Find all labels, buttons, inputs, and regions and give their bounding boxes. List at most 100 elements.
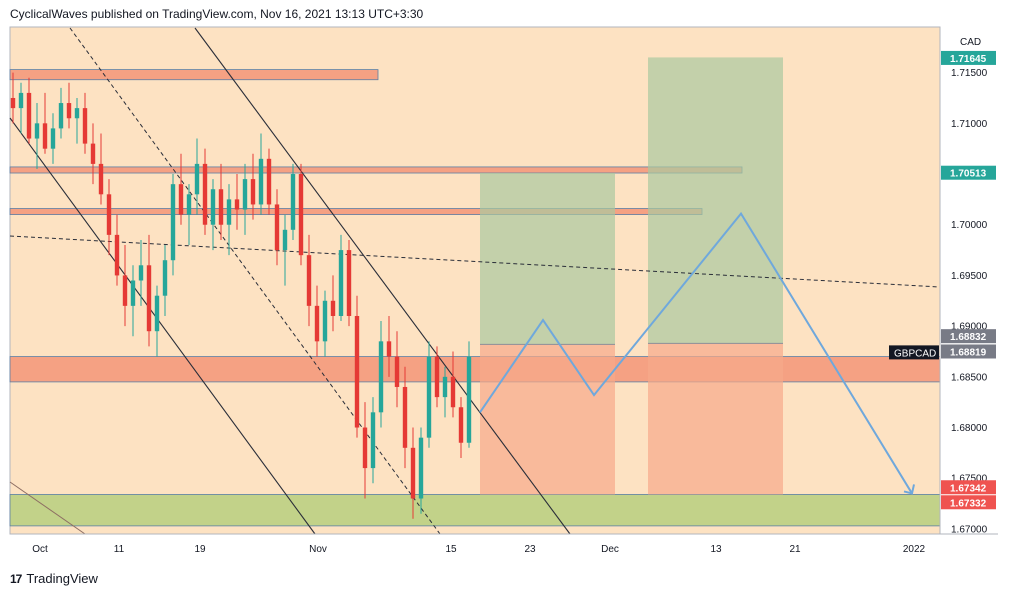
candle-body [170, 184, 176, 261]
brand-name: TradingView [26, 571, 98, 586]
candle-body [226, 199, 232, 225]
candle [146, 234, 152, 347]
zone-support [9, 494, 941, 527]
candle [162, 245, 168, 316]
candle [138, 239, 144, 306]
candle [74, 97, 80, 144]
candle [210, 179, 216, 251]
x-tick-label: 13 [710, 544, 722, 555]
candle [242, 163, 248, 235]
candle [402, 366, 408, 469]
candle-body [378, 341, 384, 413]
candle-body [410, 447, 416, 499]
y-tick-label: 1.68000 [951, 423, 988, 434]
price-label-text: 1.71645 [950, 54, 987, 65]
y-tick-label: 1.71500 [951, 68, 988, 79]
symbol-tag-text: GBPCAD [894, 348, 936, 359]
y-tick-label: 1.71000 [951, 119, 988, 130]
candle [354, 295, 360, 438]
y-tick-label: 1.69000 [951, 322, 988, 333]
projection-path [479, 211, 913, 494]
candle [82, 92, 88, 154]
candle-body [178, 184, 184, 215]
position-stop-zone [648, 343, 783, 495]
price-label-stop [941, 480, 996, 495]
position-target-zone [480, 173, 615, 345]
candle-body [418, 437, 424, 499]
candle-body [394, 356, 400, 387]
candle-body [370, 412, 376, 469]
candle [338, 234, 344, 322]
candle-body [442, 376, 448, 398]
candle-body [194, 163, 200, 195]
candle [186, 184, 192, 246]
candle [298, 163, 304, 266]
footer-brand[interactable]: 17 TradingView [10, 571, 98, 586]
candle [282, 214, 288, 286]
position-target-zone [648, 57, 783, 344]
ray-line [9, 481, 86, 535]
candle-body [290, 174, 296, 230]
y-tick-label: 1.70000 [951, 220, 988, 231]
zone-pivot [9, 356, 941, 383]
candle-body [138, 265, 144, 281]
candle-body [234, 199, 240, 210]
candle-body [250, 179, 256, 205]
candle [154, 285, 160, 357]
candle-body [146, 265, 152, 332]
candle-body [354, 315, 360, 428]
candle-body [130, 280, 136, 306]
y-tick-label: 1.68500 [951, 372, 988, 383]
candle-body [18, 92, 24, 109]
candle [266, 148, 272, 215]
candle [322, 290, 328, 357]
candle-body [218, 189, 224, 225]
candle-body [210, 189, 216, 225]
price-chart[interactable]: 1.715001.710001.705001.700001.695001.690… [0, 0, 1009, 565]
candle-body [98, 163, 104, 195]
candle [274, 189, 280, 266]
x-tick-label: Dec [601, 544, 619, 555]
candle-body [466, 356, 472, 443]
candle-body [122, 275, 128, 306]
candle-body [346, 250, 352, 316]
candle-body [114, 234, 120, 276]
price-axis-background [940, 27, 998, 534]
candle [394, 331, 400, 408]
projection-arrowhead [903, 484, 915, 495]
price-label-text: 1.68819 [950, 347, 987, 358]
x-tick-label: 21 [789, 544, 801, 555]
candle [362, 402, 368, 499]
price-label-text: 1.68832 [950, 332, 987, 343]
candle-body [322, 300, 328, 342]
x-tick-label: 15 [445, 544, 457, 555]
price-label-target [941, 165, 996, 180]
channel-upper-line [194, 27, 571, 535]
candle-body [402, 386, 408, 448]
zone-resistance [9, 69, 379, 81]
candle [466, 341, 472, 448]
candle-body [330, 300, 336, 316]
candle [226, 184, 232, 256]
candle-body [314, 305, 320, 342]
publisher-caption: CyclicalWaves published on TradingView.c… [10, 7, 424, 21]
candle [50, 113, 56, 164]
horizontal-trend-line [9, 235, 941, 288]
candle [66, 82, 72, 129]
zone-resistance [9, 166, 743, 174]
candle-body [306, 255, 312, 306]
candle-body [298, 174, 304, 256]
price-label-entry [941, 329, 996, 344]
x-tick-label: 11 [114, 544, 125, 555]
candle-body [66, 103, 72, 119]
candle [330, 275, 336, 332]
candle [378, 321, 384, 428]
x-tick-label: 23 [524, 544, 536, 555]
candle-body [434, 356, 440, 398]
candle-body [90, 143, 96, 164]
x-tick-label: 2022 [903, 544, 926, 555]
candle-body [266, 158, 272, 205]
candle [26, 77, 32, 144]
candle-body [242, 179, 248, 210]
price-label-target [941, 50, 996, 65]
